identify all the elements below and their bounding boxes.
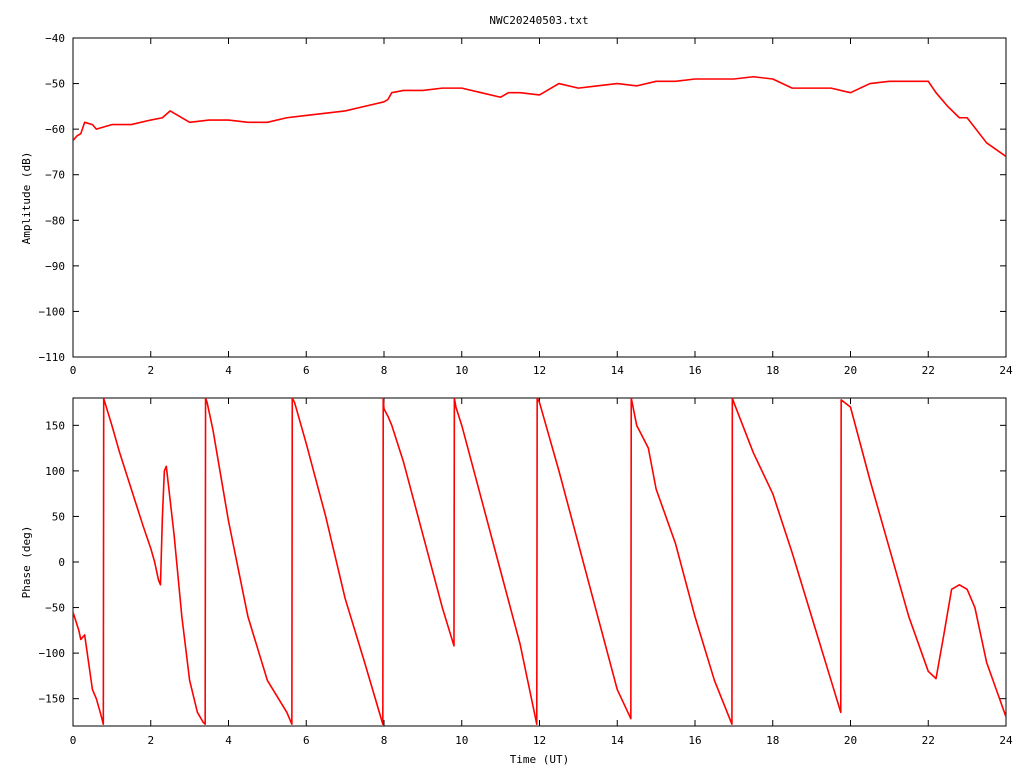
x-tick-label: 18	[766, 734, 779, 747]
x-tick-label: 0	[70, 734, 77, 747]
x-tick-label: 2	[147, 734, 154, 747]
y-tick-label: −40	[45, 32, 65, 45]
x-tick-label: 8	[381, 364, 388, 377]
x-tick-label: 4	[225, 734, 232, 747]
x-tick-label: 20	[844, 364, 857, 377]
x-tick-label: 16	[688, 364, 701, 377]
y-axis-label: Phase (deg)	[20, 526, 33, 599]
x-tick-label: 10	[455, 364, 468, 377]
y-tick-label: −50	[45, 78, 65, 91]
series-line-0	[73, 398, 1006, 725]
y-tick-label: 100	[45, 465, 65, 478]
x-tick-label: 24	[999, 364, 1013, 377]
y-tick-label: −90	[45, 260, 65, 273]
y-tick-label: −80	[45, 214, 65, 227]
y-tick-label: −50	[45, 602, 65, 615]
y-tick-label: 0	[58, 556, 65, 569]
x-tick-label: 10	[455, 734, 468, 747]
x-tick-label: 2	[147, 364, 154, 377]
y-tick-label: −70	[45, 169, 65, 182]
x-axis-label: Time (UT)	[510, 753, 570, 766]
x-tick-label: 24	[999, 734, 1013, 747]
amplitude-panel: 0 2 4 6 8 10 12 14 16 18 20 22 24−110−100−90−80−70−6…	[20, 32, 1013, 377]
x-tick-label: 8	[381, 734, 388, 747]
x-tick-label: 16	[688, 734, 701, 747]
x-tick-label: 14	[611, 734, 625, 747]
x-tick-label: 12	[533, 364, 546, 377]
x-tick-label: 22	[922, 364, 935, 377]
y-tick-label: −100	[39, 647, 66, 660]
y-axis-label: Amplitude (dB)	[20, 152, 33, 245]
y-tick-label: 50	[52, 510, 65, 523]
y-tick-label: −60	[45, 123, 65, 136]
x-tick-label: 18	[766, 364, 779, 377]
series-line-0	[73, 75, 1006, 158]
x-tick-label: 22	[922, 734, 935, 747]
x-tick-label: 4	[225, 364, 232, 377]
x-tick-label: 6	[303, 734, 310, 747]
y-tick-label: −110	[39, 351, 66, 364]
x-tick-label: 6	[303, 364, 310, 377]
y-tick-label: −100	[39, 305, 66, 318]
x-tick-label: 0	[70, 364, 77, 377]
chart-title: NWC20240503.txt	[489, 14, 588, 27]
x-tick-label: 20	[844, 734, 857, 747]
plot-frame	[72, 397, 1007, 727]
y-tick-label: −150	[39, 693, 66, 706]
phase-panel: 0 2 4 6 8 10 12 14 16 18 20 22 24−150−100−5005010015…	[20, 397, 1013, 766]
x-tick-label: 14	[611, 364, 625, 377]
x-tick-label: 12	[533, 734, 546, 747]
y-tick-label: 150	[45, 419, 65, 432]
